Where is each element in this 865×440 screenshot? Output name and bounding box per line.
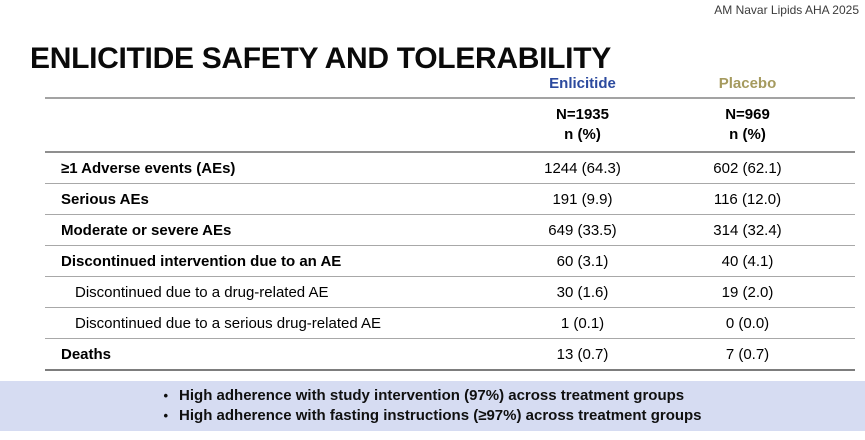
enlicitide-value: 191 (9.9)	[485, 183, 695, 215]
enlicitide-value: 1244 (64.3)	[485, 151, 695, 184]
bullet-icon: •	[163, 408, 169, 423]
footnote-text: High adherence with study intervention (…	[179, 387, 685, 404]
list-item: • High adherence with study intervention…	[163, 386, 701, 406]
row-label: Deaths	[45, 338, 485, 371]
footnote-box: • High adherence with study intervention…	[0, 381, 865, 431]
placebo-value: 116 (12.0)	[695, 183, 855, 215]
row-label: ≥1 Adverse events (AEs)	[45, 151, 485, 184]
n-total: N=969	[725, 106, 770, 123]
row-label: Discontinued due to a serious drug-relat…	[45, 307, 485, 339]
table-row: Discontinued due to a drug-related AE 30…	[45, 276, 855, 308]
enlicitide-value: 649 (33.5)	[485, 214, 695, 246]
slide-attribution: AM Navar Lipids AHA 2025	[714, 3, 859, 17]
safety-table: Enlicitide Placebo N=1935 n (%) N=969 n …	[45, 70, 855, 371]
row-label: Discontinued intervention due to an AE	[45, 245, 485, 277]
placebo-value: 0 (0.0)	[695, 307, 855, 339]
table-row: Discontinued intervention due to an AE 6…	[45, 245, 855, 277]
table-row: Deaths 13 (0.7) 7 (0.7)	[45, 338, 855, 371]
placebo-value: 40 (4.1)	[695, 245, 855, 277]
enlicitide-value: 30 (1.6)	[485, 276, 695, 308]
placebo-value: 314 (32.4)	[695, 214, 855, 246]
table-row: Moderate or severe AEs 649 (33.5) 314 (3…	[45, 214, 855, 246]
empty-header-cell	[45, 70, 485, 98]
n-header-enlicitide: N=1935 n (%)	[485, 97, 695, 152]
n-total: N=1935	[556, 106, 609, 123]
bullet-icon: •	[163, 388, 169, 403]
enlicitide-value: 60 (3.1)	[485, 245, 695, 277]
row-label: Discontinued due to a drug-related AE	[45, 276, 485, 308]
n-pct-label: n (%)	[729, 125, 766, 143]
footnote-text: High adherence with fasting instructions…	[179, 407, 702, 424]
empty-header-cell	[45, 97, 485, 152]
n-header-placebo: N=969 n (%)	[695, 97, 855, 152]
placebo-value: 602 (62.1)	[695, 151, 855, 184]
column-header-enlicitide: Enlicitide	[549, 75, 616, 92]
row-label: Moderate or severe AEs	[45, 214, 485, 246]
column-header-row: Enlicitide Placebo	[45, 70, 855, 98]
footnote-list: • High adherence with study intervention…	[163, 386, 701, 426]
table-row: ≥1 Adverse events (AEs) 1244 (64.3) 602 …	[45, 151, 855, 184]
list-item: • High adherence with fasting instructio…	[163, 406, 701, 426]
page-title: ENLICITIDE SAFETY AND TOLERABILITY	[30, 42, 611, 76]
placebo-value: 7 (0.7)	[695, 338, 855, 371]
n-header-row: N=1935 n (%) N=969 n (%)	[45, 97, 855, 152]
placebo-value: 19 (2.0)	[695, 276, 855, 308]
n-pct-label: n (%)	[564, 125, 601, 143]
enlicitide-value: 13 (0.7)	[485, 338, 695, 371]
table-row: Serious AEs 191 (9.9) 116 (12.0)	[45, 183, 855, 215]
table-row: Discontinued due to a serious drug-relat…	[45, 307, 855, 339]
column-header-placebo: Placebo	[718, 75, 777, 92]
enlicitide-value: 1 (0.1)	[485, 307, 695, 339]
row-label: Serious AEs	[45, 183, 485, 215]
